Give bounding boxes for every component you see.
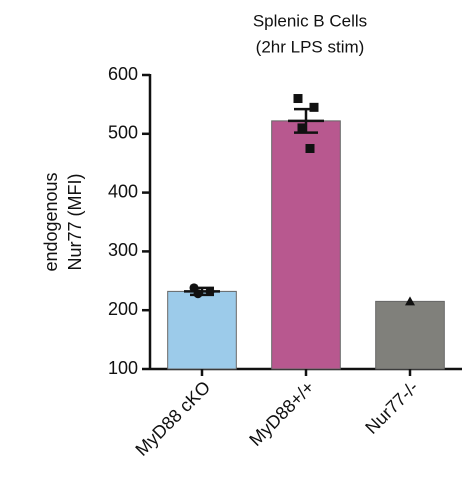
x-tick-label: MyD88 cKO (131, 377, 214, 460)
y-tick-label: 200 (108, 299, 138, 319)
y-axis-label: Nur77 (MFI) (65, 173, 85, 270)
y-tick-label: 400 (108, 181, 138, 201)
data-point (309, 102, 319, 112)
data-point (193, 289, 203, 299)
x-tick-label: Nur77-/- (361, 377, 422, 438)
y-tick-label: 600 (108, 64, 138, 84)
y-axis-label: endogenous (41, 172, 61, 271)
data-point (297, 123, 307, 133)
bar (271, 120, 341, 370)
bar (167, 290, 237, 370)
data-point (405, 296, 415, 306)
data-point (205, 286, 215, 296)
chart-subtitle: (2hr LPS stim) (256, 37, 365, 56)
chart-title: Splenic B Cells (253, 11, 367, 30)
y-tick-label: 300 (108, 240, 138, 260)
y-tick-label: 500 (108, 123, 138, 143)
data-point (293, 94, 303, 104)
data-point (305, 144, 315, 153)
bar (375, 300, 445, 370)
x-tick-label: MyD88+/+ (245, 377, 318, 450)
y-tick-label: 100 (108, 358, 138, 378)
